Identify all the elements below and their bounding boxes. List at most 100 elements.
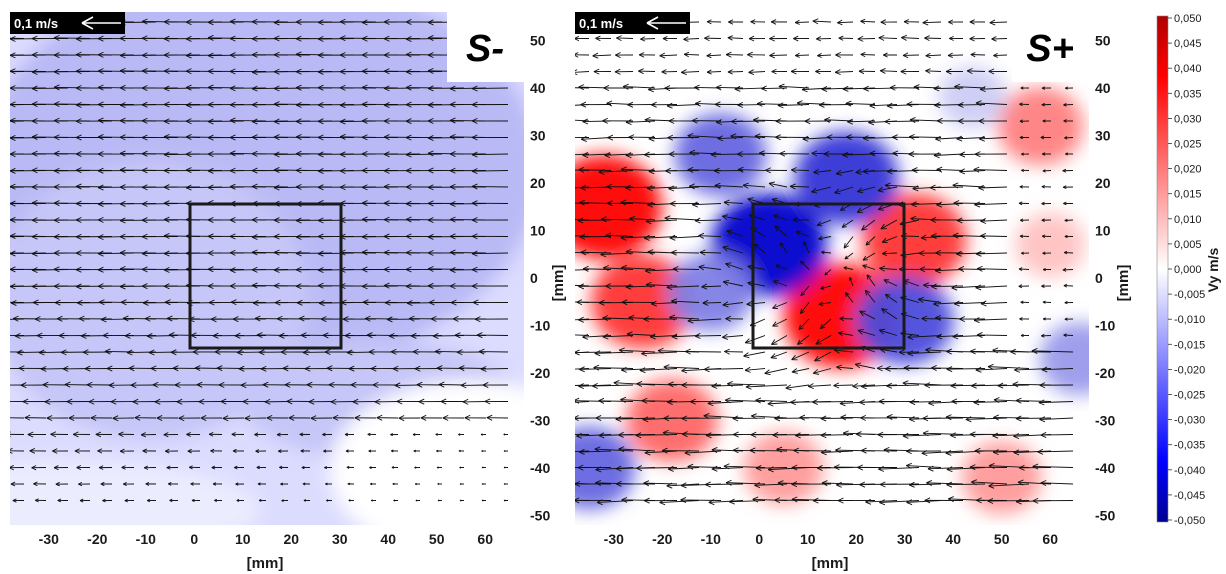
y-tick-label: 40 xyxy=(1095,80,1111,96)
x-tick-label: 60 xyxy=(477,531,493,547)
y-tick-label: -30 xyxy=(1095,413,1115,429)
colorbar-tick-label: -0,040 xyxy=(1174,465,1205,477)
vy-region xyxy=(998,87,1084,165)
y-tick-label: -30 xyxy=(530,413,550,429)
x-tick-label: 50 xyxy=(429,531,445,547)
panel-s-plus: 0,1 m/s S+ -30 -20 -10 0 10 20 30 40 50 60 504030… xyxy=(544,12,1132,572)
y-axis-label-s-minus: [mm] xyxy=(550,265,567,302)
velocity-arrow xyxy=(504,483,508,484)
colorbar-tick-label: -0,050 xyxy=(1174,515,1205,527)
y-tick-label: -40 xyxy=(530,460,550,476)
colorbar-tick-label: -0,010 xyxy=(1174,314,1205,326)
vy-region xyxy=(795,131,899,225)
vy-region xyxy=(1015,213,1085,277)
y-tick-labels-s-minus: 50 40 30 20 10 0 -10 -20 -30 -40 -50 xyxy=(530,33,550,524)
colorbar-tick-label: -0,035 xyxy=(1174,440,1205,452)
x-tick-label: 0 xyxy=(190,531,198,547)
x-tick-label: 30 xyxy=(897,531,913,547)
x-tick-label: 0 xyxy=(755,531,763,547)
colorbar-tick-label: 0,025 xyxy=(1174,139,1202,151)
colorbar: 0,050 0,045 0,040 0,035 0,030 0,025 0,020 0,015… xyxy=(1157,13,1221,527)
y-tick-label: 0 xyxy=(1095,270,1103,286)
velocity-arrow xyxy=(482,500,486,501)
colorbar-tick-label: 0,035 xyxy=(1174,88,1202,100)
plot-area-s-minus xyxy=(0,0,610,560)
colorbar-gradient xyxy=(1157,16,1168,522)
colorbar-tick-label: -0,005 xyxy=(1174,289,1205,301)
scale-label-s-plus: 0,1 m/s xyxy=(579,16,623,31)
vy-region xyxy=(939,66,1007,128)
x-tick-label: -30 xyxy=(39,531,59,547)
colorbar-tick-label: -0,030 xyxy=(1174,415,1205,427)
scale-indicator-s-plus: 0,1 m/s xyxy=(575,12,690,34)
colorbar-tick-label: -0,015 xyxy=(1174,339,1205,351)
y-tick-label: 50 xyxy=(1095,33,1111,49)
colorbar-title: Vy m/s xyxy=(1205,247,1221,292)
x-tick-label: 20 xyxy=(283,531,299,547)
velocity-arrow xyxy=(504,500,508,501)
x-tick-label: -10 xyxy=(136,531,156,547)
y-tick-label: -40 xyxy=(1095,460,1115,476)
x-tick-label: 40 xyxy=(380,531,396,547)
x-tick-label: -20 xyxy=(652,531,672,547)
velocity-arrow xyxy=(482,467,486,468)
panel-label-s-plus: S+ xyxy=(1026,28,1074,70)
y-tick-label: 20 xyxy=(1095,175,1111,191)
y-tick-label: 20 xyxy=(530,175,546,191)
colorbar-tick-label: -0,045 xyxy=(1174,490,1205,502)
panel-label-s-minus: S- xyxy=(466,28,504,70)
y-tick-label: 10 xyxy=(1095,223,1111,239)
y-axis-label-s-plus: [mm] xyxy=(1115,265,1132,302)
colorbar-tick-label: 0,030 xyxy=(1174,113,1202,125)
colorbar-tick-label: -0,025 xyxy=(1174,390,1205,402)
x-tick-label: 10 xyxy=(800,531,816,547)
x-axis-label-s-minus: [mm] xyxy=(247,555,284,572)
y-tick-label: -20 xyxy=(530,365,550,381)
x-axis-label-s-plus: [mm] xyxy=(812,555,849,572)
velocity-arrow xyxy=(482,483,486,484)
colorbar-tick-label: 0,000 xyxy=(1174,264,1202,276)
panel-label-box-s-plus: S+ xyxy=(1012,12,1089,82)
y-tick-label: 30 xyxy=(1095,128,1111,144)
scale-indicator-s-minus: 0,1 m/s xyxy=(10,12,125,34)
y-tick-label: -50 xyxy=(530,508,550,524)
panel-s-minus: 0,1 m/s S- -30 -20 -10 0 10 20 30 40 50 60 50 40 30… xyxy=(0,0,610,572)
colorbar-tick-label: 0,020 xyxy=(1174,164,1202,176)
colorbar-tick-label: 0,050 xyxy=(1174,13,1202,25)
x-tick-label: 10 xyxy=(235,531,251,547)
x-tick-label: 40 xyxy=(945,531,961,547)
y-tick-label: -20 xyxy=(1095,365,1115,381)
y-tick-labels-s-plus: 50 40 30 20 10 0 -10 -20 -30 -40 -50 xyxy=(1095,33,1115,524)
y-tick-label: 50 xyxy=(530,33,546,49)
x-tick-labels-s-minus: -30 -20 -10 0 10 20 30 40 50 60 xyxy=(39,531,494,547)
colorbar-tick-label: 0,010 xyxy=(1174,214,1202,226)
velocity-arrow xyxy=(504,450,508,451)
vy-region xyxy=(626,379,718,462)
y-tick-label: -50 xyxy=(1095,508,1115,524)
velocity-arrow xyxy=(438,500,442,501)
x-tick-label: -20 xyxy=(87,531,107,547)
x-tick-label: -10 xyxy=(701,531,721,547)
colorbar-tick-label: 0,015 xyxy=(1174,189,1202,201)
y-tick-label: 40 xyxy=(530,80,546,96)
y-tick-label: -10 xyxy=(1095,318,1115,334)
velocity-arrow xyxy=(460,500,464,501)
colorbar-tick-labels: 0,050 0,045 0,040 0,035 0,030 0,025 0,020 0,015… xyxy=(1168,13,1205,527)
scale-label-s-minus: 0,1 m/s xyxy=(14,16,58,31)
velocity-arrow xyxy=(504,467,508,468)
y-tick-label: 30 xyxy=(530,128,546,144)
x-tick-label: 30 xyxy=(332,531,348,547)
x-tick-label: -30 xyxy=(604,531,624,547)
panel-label-box-s-minus: S- xyxy=(447,12,524,82)
x-tick-label: 50 xyxy=(994,531,1010,547)
colorbar-tick-label: -0,020 xyxy=(1174,364,1205,376)
y-tick-label: 10 xyxy=(530,223,546,239)
x-tick-label: 20 xyxy=(848,531,864,547)
y-tick-label: 0 xyxy=(530,270,538,286)
y-tick-label: -10 xyxy=(530,318,550,334)
colorbar-tick-label: 0,045 xyxy=(1174,38,1202,50)
plot-area-s-plus xyxy=(544,12,1120,525)
colorbar-tick-label: 0,040 xyxy=(1174,63,1202,75)
colorbar-tick-label: 0,005 xyxy=(1174,239,1202,251)
